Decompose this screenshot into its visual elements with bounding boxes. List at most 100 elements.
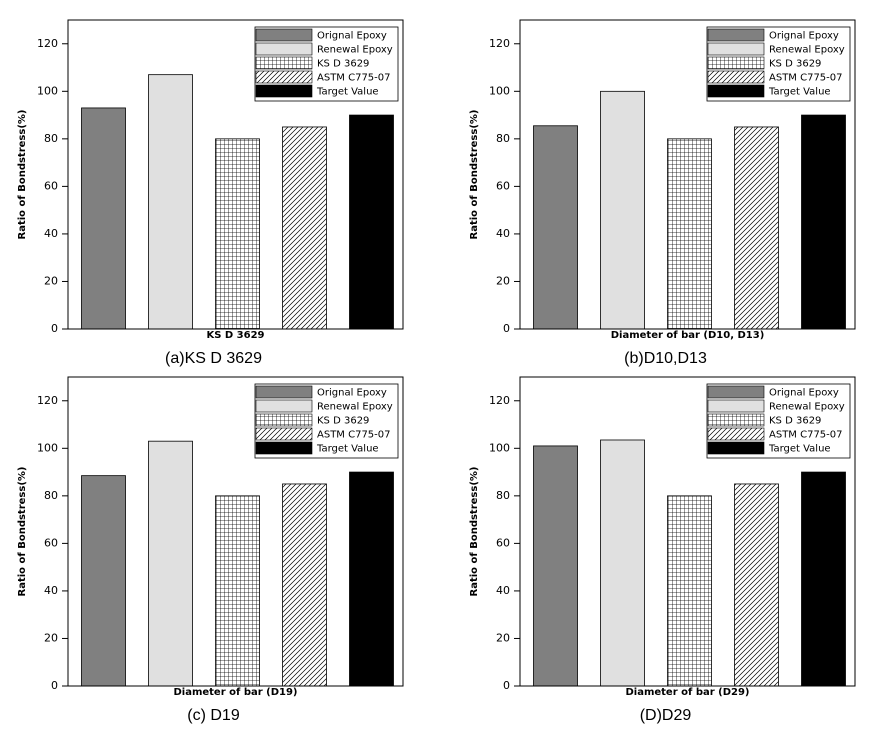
- legend-swatch: [707, 413, 765, 427]
- y-axis-label: Ratio of Bondstress(%): [17, 110, 28, 240]
- x-axis-label: KS D 3629: [206, 330, 264, 341]
- y-tick-label: 0: [503, 679, 510, 692]
- legend-label: KS D 3629: [317, 59, 369, 70]
- y-tick-label: 20: [496, 274, 510, 287]
- legend-label: Orignal Epoxy: [317, 31, 387, 42]
- legend-label: Renewal Epoxy: [769, 45, 845, 56]
- x-axis-label: Diameter of bar (D29): [625, 687, 749, 698]
- bar: [667, 138, 712, 330]
- legend-swatch: [255, 385, 313, 399]
- bar: [801, 114, 846, 330]
- y-tick-label: 0: [503, 322, 510, 335]
- legend-swatch: [255, 84, 313, 98]
- bar: [148, 74, 193, 330]
- y-tick-label: 20: [496, 631, 510, 644]
- caption: (b)D10,D13: [624, 350, 707, 367]
- y-axis-label: Ratio of Bondstress(%): [17, 467, 28, 597]
- legend-label: Renewal Epoxy: [769, 402, 845, 413]
- y-tick-label: 60: [496, 536, 510, 549]
- y-tick-label: 40: [496, 227, 510, 240]
- legend-label: Orignal Epoxy: [769, 31, 839, 42]
- bar: [81, 475, 126, 687]
- bar: [349, 114, 394, 330]
- plot-frame: [67, 19, 404, 330]
- y-tick-label: 80: [496, 489, 510, 502]
- legend-label: Target Value: [768, 87, 831, 98]
- bar: [81, 107, 126, 330]
- legend-label: Target Value: [768, 444, 831, 455]
- legend-label: Target Value: [316, 87, 379, 98]
- bar: [600, 439, 645, 687]
- y-tick-label: 120: [489, 37, 510, 50]
- y-tick-label: 60: [44, 536, 58, 549]
- y-tick-label: 60: [44, 179, 58, 192]
- legend-swatch: [707, 56, 765, 70]
- y-tick-label: 100: [37, 441, 58, 454]
- y-tick-label: 20: [44, 274, 58, 287]
- bar: [533, 125, 578, 330]
- y-tick-label: 60: [496, 179, 510, 192]
- y-tick-label: 100: [37, 84, 58, 97]
- y-axis-label: Ratio of Bondstress(%): [469, 467, 480, 597]
- legend-swatch: [255, 56, 313, 70]
- bar: [734, 483, 779, 687]
- legend-label: ASTM C775-07: [769, 430, 843, 441]
- legend-swatch: [255, 70, 313, 84]
- legend-label: Target Value: [316, 444, 379, 455]
- bar: [667, 495, 712, 687]
- bar: [600, 90, 645, 330]
- plot-frame: [519, 376, 856, 687]
- legend-swatch: [707, 385, 765, 399]
- caption: (a)KS D 3629: [165, 350, 262, 367]
- plot-frame: [519, 19, 856, 330]
- legend-label: Orignal Epoxy: [317, 388, 387, 399]
- bar: [734, 126, 779, 330]
- x-axis-label: Diameter of bar (D19): [173, 687, 297, 698]
- y-tick-label: 20: [44, 631, 58, 644]
- bar: [282, 126, 327, 330]
- bar: [215, 495, 260, 687]
- legend-label: Orignal Epoxy: [769, 388, 839, 399]
- legend-swatch: [255, 42, 313, 56]
- y-tick-label: 120: [37, 394, 58, 407]
- y-tick-label: 40: [44, 584, 58, 597]
- bar: [801, 471, 846, 687]
- y-tick-label: 0: [51, 679, 58, 692]
- y-tick-label: 120: [489, 394, 510, 407]
- legend-swatch: [707, 427, 765, 441]
- x-axis-label: Diameter of bar (D10, D13): [611, 330, 765, 341]
- bar: [282, 483, 327, 687]
- bar: [533, 445, 578, 687]
- legend-label: ASTM C775-07: [769, 73, 843, 84]
- legend-label: KS D 3629: [769, 416, 821, 427]
- y-tick-label: 80: [44, 489, 58, 502]
- y-tick-label: 100: [489, 84, 510, 97]
- legend-swatch: [255, 399, 313, 413]
- legend-label: ASTM C775-07: [317, 73, 391, 84]
- plot-frame: [67, 376, 404, 687]
- legend-label: KS D 3629: [769, 59, 821, 70]
- y-tick-label: 100: [489, 441, 510, 454]
- caption: (c) D19: [187, 707, 240, 724]
- legend-swatch: [255, 427, 313, 441]
- bar: [148, 440, 193, 687]
- y-tick-label: 0: [51, 322, 58, 335]
- legend-swatch: [255, 441, 313, 455]
- y-axis-label: Ratio of Bondstress(%): [469, 110, 480, 240]
- legend-label: ASTM C775-07: [317, 430, 391, 441]
- legend-swatch: [707, 84, 765, 98]
- y-tick-label: 80: [44, 132, 58, 145]
- legend-swatch: [707, 441, 765, 455]
- legend-swatch: [707, 28, 765, 42]
- legend-label: Renewal Epoxy: [317, 45, 393, 56]
- legend-swatch: [255, 413, 313, 427]
- y-tick-label: 120: [37, 37, 58, 50]
- legend-label: Renewal Epoxy: [317, 402, 393, 413]
- bar: [349, 471, 394, 687]
- y-tick-label: 80: [496, 132, 510, 145]
- legend-swatch: [255, 28, 313, 42]
- y-tick-label: 40: [496, 584, 510, 597]
- y-tick-label: 40: [44, 227, 58, 240]
- legend-label: KS D 3629: [317, 416, 369, 427]
